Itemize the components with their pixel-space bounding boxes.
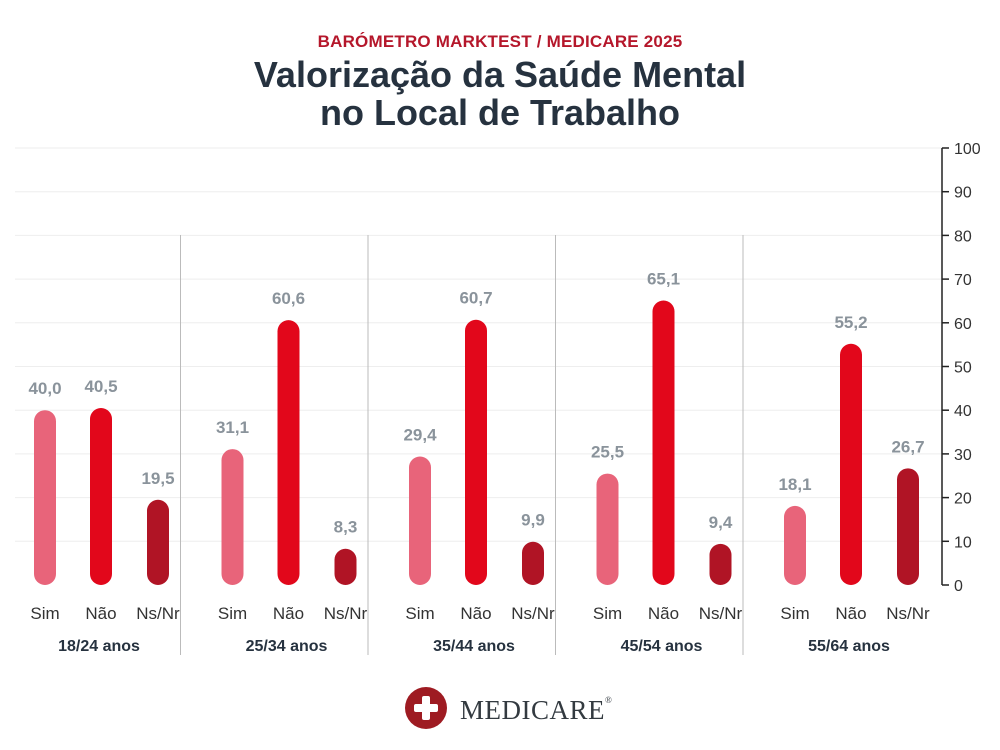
y-tick-label: 90	[954, 185, 972, 202]
y-tick-label: 40	[954, 403, 972, 420]
y-tick-label: 30	[954, 447, 972, 464]
bar-category-label: Ns/Nr	[324, 604, 368, 623]
chart-title-line2: no Local de Trabalho	[319, 92, 681, 133]
bar-no	[465, 319, 487, 585]
age-group-label: 55/64 anos	[808, 638, 890, 655]
bar-category-label: Sim	[30, 604, 59, 623]
data-label: 40,0	[28, 379, 61, 398]
age-group-label: 18/24 anos	[58, 638, 140, 655]
data-label: 60,7	[459, 289, 492, 308]
data-label: 60,6	[272, 289, 305, 308]
chart-title: Valorização da Saúde Mental no Local de …	[0, 56, 1000, 132]
medical-cross-icon	[405, 687, 447, 729]
bar-category-label: Ns/Nr	[699, 604, 743, 623]
bar-nsnr	[709, 543, 732, 585]
chart-title-line1: Valorização da Saúde Mental	[253, 54, 747, 95]
bar-category-label: Não	[460, 604, 491, 623]
bar-category-label: Sim	[780, 604, 809, 623]
bar-nsnr	[334, 548, 357, 585]
data-label: 8,3	[334, 518, 358, 537]
age-group-label: 35/44 anos	[433, 638, 515, 655]
bar-category-label: Sim	[593, 604, 622, 623]
bar-nsnr	[147, 499, 169, 585]
y-tick-label: 50	[954, 360, 972, 377]
bar-category-label: Não	[648, 604, 679, 623]
bar-sim	[34, 410, 56, 585]
bar-category-label: Ns/Nr	[886, 604, 930, 623]
bar-no	[90, 408, 112, 585]
data-label: 19,5	[141, 469, 174, 488]
data-label: 9,4	[709, 513, 733, 532]
bar-sim	[784, 505, 806, 585]
data-label: 29,4	[403, 426, 437, 445]
logo-wordmark: MEDICARE®	[460, 695, 613, 725]
data-label: 25,5	[591, 443, 624, 462]
data-label: 18,1	[778, 475, 811, 494]
chart-kicker: BARÓMETRO MARKTEST / MEDICARE 2025	[317, 32, 683, 51]
data-label: 26,7	[891, 437, 924, 456]
bar-no	[277, 320, 300, 585]
data-label: 31,1	[216, 418, 249, 437]
y-tick-label: 60	[954, 316, 972, 333]
bar-category-label: Não	[85, 604, 116, 623]
age-group-label: 25/34 anos	[246, 638, 328, 655]
data-label: 40,5	[84, 377, 117, 396]
data-label: 65,1	[647, 270, 680, 289]
age-group-label: 45/54 anos	[621, 638, 703, 655]
bar-category-label: Não	[835, 604, 866, 623]
bar-no	[840, 343, 862, 585]
y-tick-label: 80	[954, 228, 972, 245]
data-label: 9,9	[521, 511, 545, 530]
data-label: 55,2	[834, 313, 867, 332]
bar-no	[652, 300, 675, 585]
medicare-logo: MEDICARE®	[405, 687, 612, 731]
bar-nsnr	[897, 468, 919, 585]
bar-sim	[596, 473, 619, 585]
y-tick-label: 70	[954, 272, 972, 289]
bar-category-label: Não	[273, 604, 304, 623]
bar-sim	[221, 449, 244, 585]
y-tick-label: 10	[954, 534, 972, 551]
bar-category-label: Ns/Nr	[511, 604, 555, 623]
bar-nsnr	[522, 541, 544, 585]
bar-category-label: Sim	[218, 604, 247, 623]
y-tick-label: 20	[954, 491, 972, 508]
bar-category-label: Sim	[405, 604, 434, 623]
y-tick-label: 0	[954, 578, 963, 595]
y-tick-label: 100	[954, 141, 981, 158]
bar-sim	[409, 456, 431, 585]
bar-category-label: Ns/Nr	[136, 604, 180, 623]
